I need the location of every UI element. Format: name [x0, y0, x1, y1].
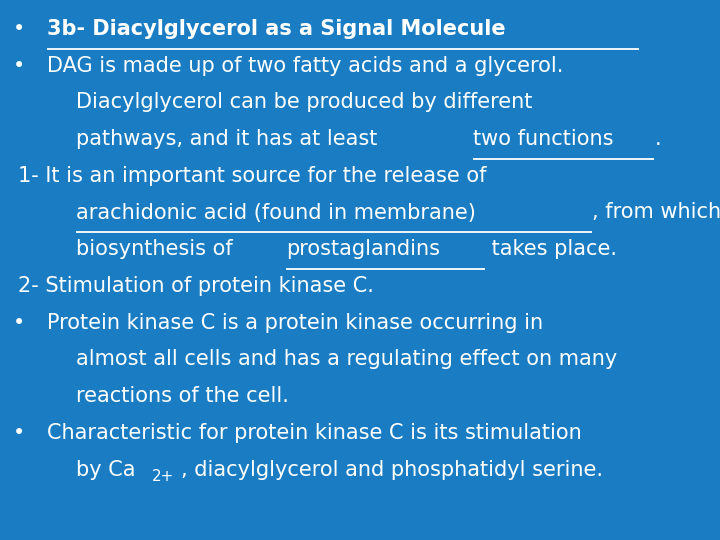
Text: Characteristic for protein kinase C is its stimulation: Characteristic for protein kinase C is i…: [47, 423, 582, 443]
Text: biosynthesis of: biosynthesis of: [76, 239, 239, 259]
Text: reactions of the cell.: reactions of the cell.: [76, 386, 289, 406]
Text: arachidonic acid (found in membrane): arachidonic acid (found in membrane): [76, 202, 475, 222]
Text: , diacylglycerol and phosphatidyl serine.: , diacylglycerol and phosphatidyl serine…: [181, 460, 603, 480]
Text: Diacylglycerol can be produced by different: Diacylglycerol can be produced by differ…: [76, 92, 532, 112]
Text: two functions: two functions: [473, 129, 613, 149]
Text: •: •: [13, 19, 25, 39]
Text: prostaglandins: prostaglandins: [287, 239, 441, 259]
Text: •: •: [13, 313, 25, 333]
Text: DAG is made up of two fatty acids and a glycerol.: DAG is made up of two fatty acids and a …: [47, 56, 563, 76]
Text: 1- It is an important source for the release of: 1- It is an important source for the rel…: [18, 166, 487, 186]
Text: pathways, and it has at least: pathways, and it has at least: [76, 129, 384, 149]
Text: Protein kinase C is a protein kinase occurring in: Protein kinase C is a protein kinase occ…: [47, 313, 543, 333]
Text: 3b- Diacylglycerol as a Signal Molecule: 3b- Diacylglycerol as a Signal Molecule: [47, 19, 505, 39]
Text: 2+: 2+: [153, 469, 175, 484]
Text: almost all cells and has a regulating effect on many: almost all cells and has a regulating ef…: [76, 349, 617, 369]
Text: , from which: , from which: [592, 202, 720, 222]
Text: •: •: [13, 56, 25, 76]
Text: takes place.: takes place.: [485, 239, 617, 259]
Text: •: •: [13, 423, 25, 443]
Text: by Ca: by Ca: [76, 460, 135, 480]
Text: 2- Stimulation of protein kinase C.: 2- Stimulation of protein kinase C.: [18, 276, 374, 296]
Text: .: .: [654, 129, 661, 149]
